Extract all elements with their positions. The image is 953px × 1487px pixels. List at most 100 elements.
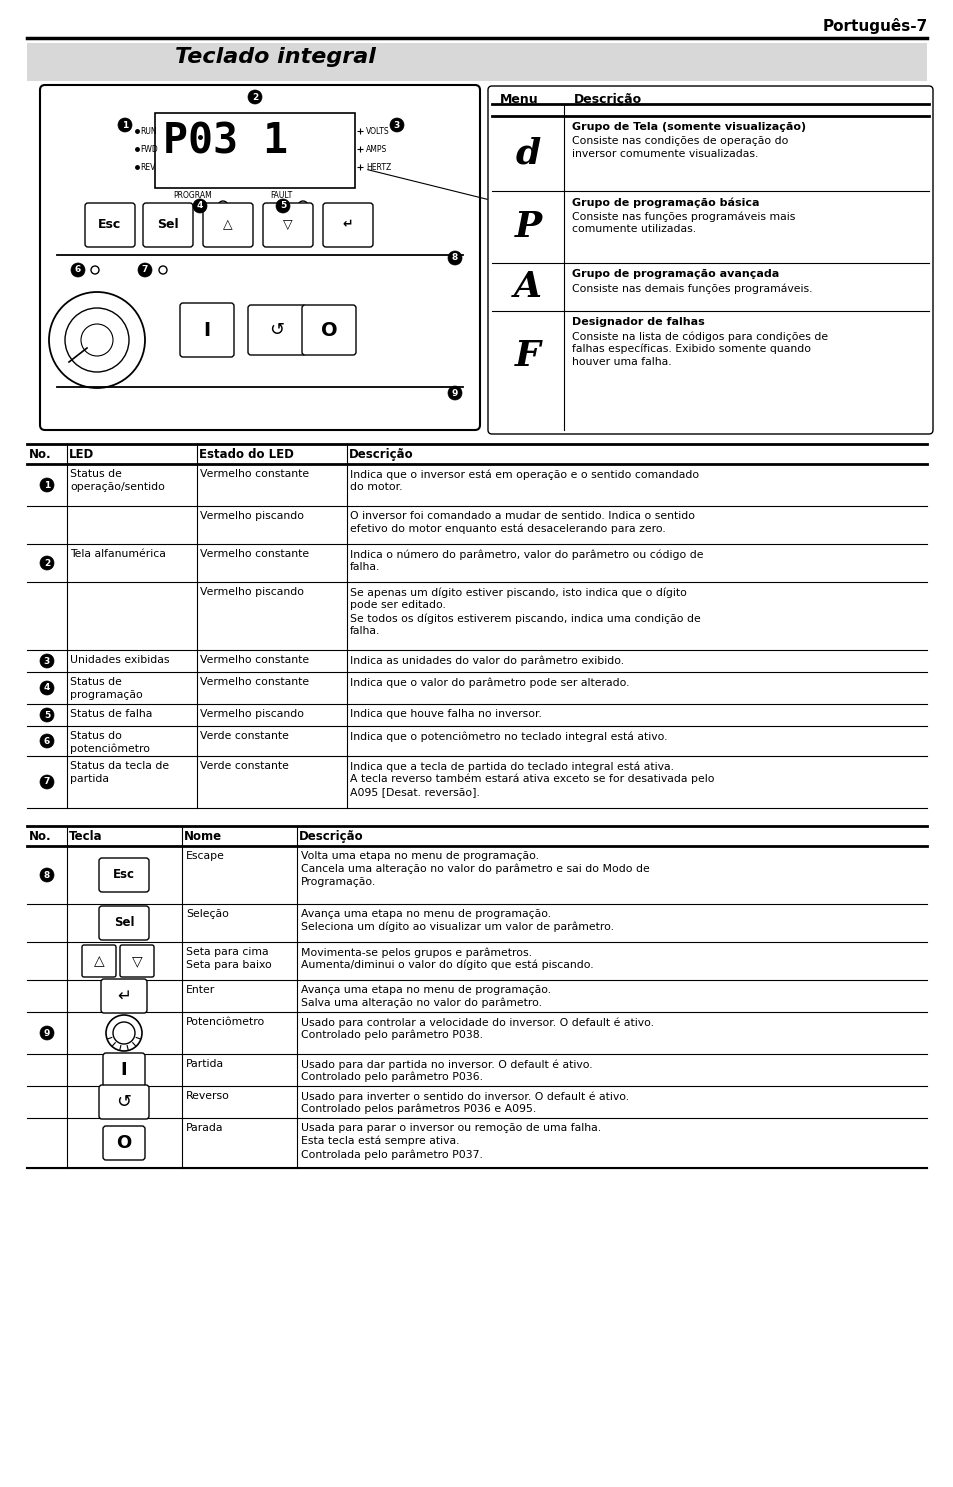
- Text: I: I: [203, 321, 211, 339]
- Circle shape: [390, 117, 403, 132]
- Text: ▽: ▽: [283, 219, 293, 232]
- Text: Descrição: Descrição: [298, 830, 363, 843]
- Circle shape: [71, 263, 85, 277]
- Text: Grupo de programação avançada: Grupo de programação avançada: [572, 269, 779, 280]
- Text: Consiste nas funções programáveis mais: Consiste nas funções programáveis mais: [572, 211, 795, 222]
- Text: 5: 5: [44, 711, 51, 720]
- Bar: [27, 43, 926, 80]
- Text: 7: 7: [44, 778, 51, 787]
- Text: No.: No.: [29, 830, 51, 843]
- Text: Indica que houve falha no inversor.: Indica que houve falha no inversor.: [350, 709, 541, 720]
- Text: Usado para inverter o sentido do inversor. O default é ativo.: Usado para inverter o sentido do inverso…: [301, 1091, 628, 1102]
- Text: Nome: Nome: [184, 830, 222, 843]
- Text: Status de: Status de: [70, 468, 122, 479]
- Text: Reverso: Reverso: [186, 1091, 230, 1100]
- Text: Indica que o potenciômetro no teclado integral está ativo.: Indica que o potenciômetro no teclado in…: [350, 732, 667, 742]
- Text: Indica que o valor do parâmetro pode ser alterado.: Indica que o valor do parâmetro pode ser…: [350, 677, 629, 687]
- Text: Controlada pelo parâmetro P037.: Controlada pelo parâmetro P037.: [301, 1149, 482, 1160]
- Text: Tecla: Tecla: [69, 830, 103, 843]
- Text: 9: 9: [44, 1029, 51, 1038]
- Text: Menu: Menu: [499, 94, 538, 106]
- FancyBboxPatch shape: [103, 1053, 145, 1087]
- Text: Status de falha: Status de falha: [70, 709, 152, 720]
- Circle shape: [40, 868, 54, 882]
- Text: inversor comumente visualizadas.: inversor comumente visualizadas.: [572, 149, 758, 159]
- Text: Vermelho constante: Vermelho constante: [200, 677, 309, 687]
- Text: LED: LED: [69, 448, 94, 461]
- Text: potenciômetro: potenciômetro: [70, 744, 150, 754]
- Text: P: P: [514, 210, 541, 244]
- Text: Seleção: Seleção: [186, 909, 229, 919]
- Text: Seta para cima: Seta para cima: [186, 947, 269, 958]
- FancyBboxPatch shape: [143, 204, 193, 247]
- Text: No.: No.: [29, 448, 51, 461]
- Text: Consiste na lista de códigos para condições de: Consiste na lista de códigos para condiç…: [572, 332, 827, 342]
- Text: Volta uma etapa no menu de programação.: Volta uma etapa no menu de programação.: [301, 851, 538, 861]
- FancyBboxPatch shape: [82, 946, 116, 977]
- Text: programação: programação: [70, 690, 143, 700]
- Text: 3: 3: [44, 656, 51, 666]
- Text: A tecla reverso também estará ativa exceto se for desativada pelo: A tecla reverso também estará ativa exce…: [350, 775, 714, 785]
- FancyBboxPatch shape: [99, 906, 149, 940]
- Text: ↵: ↵: [117, 987, 131, 1005]
- Text: Indica o número do parâmetro, valor do parâmetro ou código de: Indica o número do parâmetro, valor do p…: [350, 549, 702, 559]
- Text: Enter: Enter: [186, 984, 215, 995]
- Text: Vermelho constante: Vermelho constante: [200, 654, 309, 665]
- Text: Verde constante: Verde constante: [200, 732, 289, 741]
- Text: 4: 4: [196, 202, 203, 211]
- Text: Unidades exibidas: Unidades exibidas: [70, 654, 170, 665]
- Text: falha.: falha.: [350, 562, 380, 572]
- Text: Verde constante: Verde constante: [200, 761, 289, 770]
- Circle shape: [193, 199, 207, 213]
- Text: Aumenta/diminui o valor do dígito que está piscando.: Aumenta/diminui o valor do dígito que es…: [301, 961, 593, 971]
- Text: 4: 4: [44, 684, 51, 693]
- Text: Seta para baixo: Seta para baixo: [186, 961, 272, 970]
- Text: pode ser editado.: pode ser editado.: [350, 599, 445, 610]
- FancyBboxPatch shape: [120, 946, 153, 977]
- FancyBboxPatch shape: [101, 978, 147, 1013]
- Text: Status de: Status de: [70, 677, 122, 687]
- Text: A095 [Desat. reversão].: A095 [Desat. reversão].: [350, 787, 479, 797]
- Circle shape: [40, 477, 54, 492]
- Text: Teclado integral: Teclado integral: [174, 48, 375, 67]
- Text: △: △: [93, 955, 104, 968]
- Circle shape: [275, 199, 290, 213]
- Text: Sel: Sel: [157, 219, 178, 232]
- Text: 2: 2: [252, 92, 258, 101]
- Text: Se todos os dígitos estiverem piscando, indica uma condição de: Se todos os dígitos estiverem piscando, …: [350, 613, 700, 623]
- FancyBboxPatch shape: [103, 1126, 145, 1160]
- Text: Se apenas um dígito estiver piscando, isto indica que o dígito: Se apenas um dígito estiver piscando, is…: [350, 587, 686, 598]
- FancyBboxPatch shape: [263, 204, 313, 247]
- Text: 8: 8: [452, 253, 457, 263]
- Text: Avança uma etapa no menu de programação.: Avança uma etapa no menu de programação.: [301, 909, 551, 919]
- Text: Usada para parar o inversor ou remoção de uma falha.: Usada para parar o inversor ou remoção d…: [301, 1123, 600, 1133]
- Text: A: A: [514, 271, 541, 303]
- Text: △: △: [223, 219, 233, 232]
- Text: Vermelho constante: Vermelho constante: [200, 549, 309, 559]
- Text: P03 1: P03 1: [163, 120, 288, 164]
- Text: 6: 6: [44, 736, 51, 745]
- FancyBboxPatch shape: [488, 86, 932, 434]
- Circle shape: [248, 91, 262, 104]
- Text: F: F: [515, 339, 540, 373]
- Text: Descrição: Descrição: [574, 94, 641, 106]
- Text: HERTZ: HERTZ: [366, 162, 391, 171]
- Text: Vermelho constante: Vermelho constante: [200, 468, 309, 479]
- Text: 3: 3: [394, 120, 399, 129]
- Text: Salva uma alteração no valor do parâmetro.: Salva uma alteração no valor do parâmetr…: [301, 998, 541, 1008]
- Text: Esta tecla está sempre ativa.: Esta tecla está sempre ativa.: [301, 1136, 459, 1146]
- FancyBboxPatch shape: [40, 85, 479, 430]
- Text: houver uma falha.: houver uma falha.: [572, 357, 671, 367]
- Text: falhas específicas. Exibido somente quando: falhas específicas. Exibido somente quan…: [572, 343, 810, 354]
- Circle shape: [448, 251, 461, 265]
- Text: Cancela uma alteração no valor do parâmetro e sai do Modo de: Cancela uma alteração no valor do parâme…: [301, 864, 649, 874]
- Text: Sel: Sel: [113, 916, 134, 929]
- FancyBboxPatch shape: [85, 204, 135, 247]
- Text: Vermelho piscando: Vermelho piscando: [200, 709, 304, 720]
- FancyBboxPatch shape: [180, 303, 233, 357]
- Text: Partida: Partida: [186, 1059, 224, 1069]
- FancyBboxPatch shape: [323, 204, 373, 247]
- Text: Escape: Escape: [186, 851, 225, 861]
- Text: Controlado pelo parâmetro P036.: Controlado pelo parâmetro P036.: [301, 1072, 482, 1083]
- Text: operação/sentido: operação/sentido: [70, 482, 165, 492]
